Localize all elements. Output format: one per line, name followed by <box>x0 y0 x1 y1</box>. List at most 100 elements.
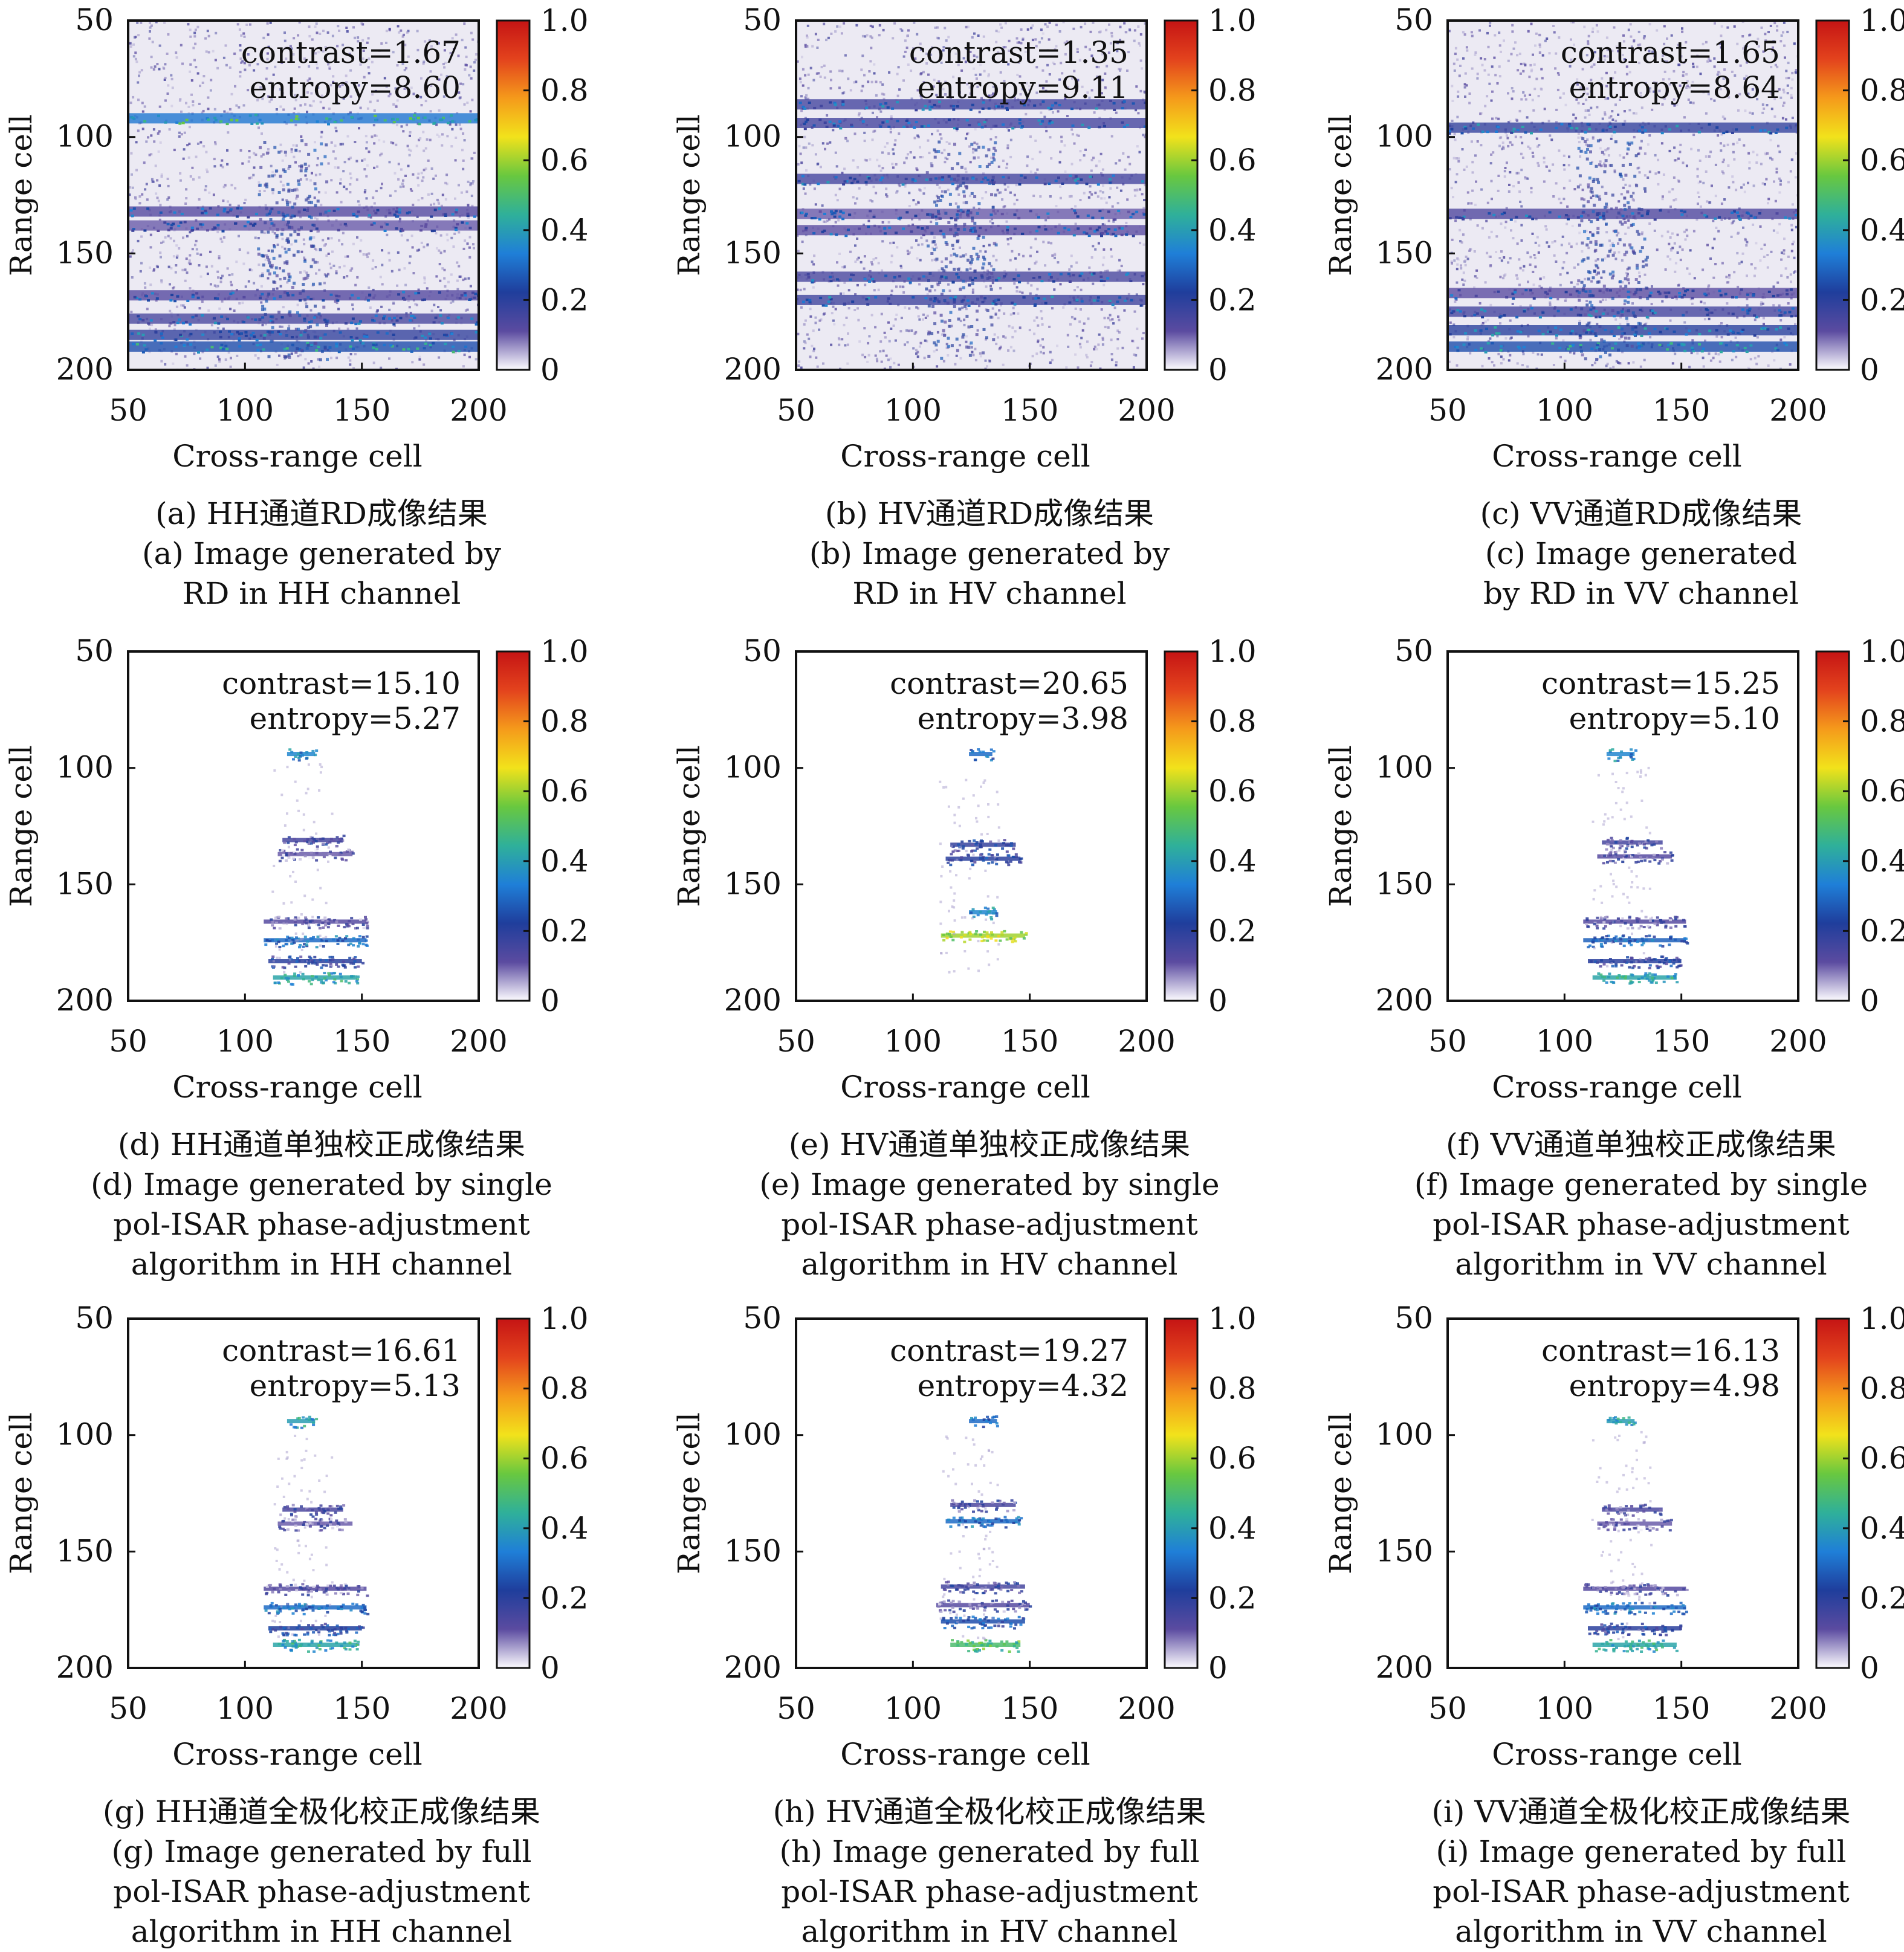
target-pixel <box>963 222 967 226</box>
clutter-pixel <box>1128 28 1131 31</box>
clutter-pixel <box>1075 261 1078 264</box>
band-pixel <box>891 107 895 110</box>
clutter-pixel <box>959 320 962 323</box>
band-pixel <box>374 314 378 317</box>
clutter-pixel <box>342 97 345 100</box>
clutter-pixel <box>1487 340 1490 343</box>
clutter-pixel <box>204 37 207 40</box>
target-pixel <box>965 314 969 318</box>
target-pixel <box>275 201 279 205</box>
target-pixel <box>287 221 290 224</box>
clutter-pixel <box>183 148 186 151</box>
clutter-pixel <box>375 89 377 92</box>
band-pixel <box>1109 181 1112 184</box>
clutter-pixel <box>1717 353 1720 356</box>
band-pixel <box>1142 213 1146 216</box>
clutter-pixel <box>154 328 157 331</box>
band-pixel <box>221 347 225 351</box>
band-pixel <box>843 302 846 305</box>
clutter-pixel <box>1547 245 1550 248</box>
clutter-pixel <box>365 175 368 178</box>
clutter-pixel <box>864 283 867 286</box>
clutter-pixel <box>956 129 959 132</box>
clutter-pixel <box>463 22 466 25</box>
band-pixel <box>886 120 889 123</box>
band-pixel <box>841 103 845 106</box>
clutter-pixel <box>202 145 206 147</box>
clutter-pixel <box>1708 284 1711 287</box>
clutter-pixel <box>1096 76 1099 78</box>
clutter-pixel <box>1020 42 1023 45</box>
band-pixel <box>934 177 937 180</box>
clutter-pixel <box>307 362 310 365</box>
clutter-pixel <box>897 66 900 69</box>
clutter-pixel <box>1133 353 1136 356</box>
clutter-pixel <box>1779 40 1783 43</box>
clutter-pixel <box>858 112 861 115</box>
band-pixel <box>852 274 855 277</box>
clutter-pixel <box>253 282 256 285</box>
clutter-pixel <box>921 156 924 158</box>
band-pixel <box>299 299 302 302</box>
band-pixel <box>380 225 383 228</box>
clutter-pixel <box>189 262 192 265</box>
clutter-pixel <box>836 199 839 202</box>
clutter-pixel <box>1681 30 1684 33</box>
clutter-pixel <box>910 246 913 249</box>
band-pixel <box>432 342 435 344</box>
clutter-pixel <box>473 152 476 154</box>
target-pixel <box>978 165 982 168</box>
clutter-pixel <box>1690 352 1693 355</box>
band-pixel <box>922 275 925 278</box>
clutter-pixel <box>319 33 322 35</box>
clutter-pixel <box>443 268 446 271</box>
clutter-pixel <box>935 246 938 249</box>
clutter-pixel <box>388 259 391 262</box>
clutter-pixel <box>222 186 225 189</box>
clutter-pixel <box>367 37 370 40</box>
target-pixel <box>287 327 291 331</box>
clutter-pixel <box>1077 366 1080 369</box>
clutter-pixel <box>838 338 841 341</box>
clutter-pixel <box>1577 136 1580 139</box>
clutter-pixel <box>406 123 409 126</box>
clutter-pixel <box>1591 364 1594 367</box>
clutter-pixel <box>1118 269 1121 272</box>
band-pixel <box>856 180 860 183</box>
clutter-pixel <box>470 31 473 34</box>
clutter-pixel <box>1583 25 1586 28</box>
clutter-pixel <box>803 135 806 138</box>
clutter-pixel <box>257 126 260 129</box>
clutter-pixel <box>887 152 890 155</box>
band-pixel <box>213 117 217 119</box>
clutter-pixel <box>973 54 976 57</box>
clutter-pixel <box>138 202 141 205</box>
band-pixel <box>1077 227 1080 230</box>
clutter-pixel <box>1636 167 1639 170</box>
band-pixel <box>392 323 396 326</box>
target-pixel <box>287 241 290 244</box>
x-axis-label: Cross-range cell <box>172 439 422 474</box>
clutter-pixel <box>418 248 421 251</box>
clutter-pixel <box>868 70 871 73</box>
clutter-pixel <box>341 243 344 246</box>
clutter-pixel <box>141 102 144 105</box>
clutter-pixel <box>1142 243 1145 246</box>
clutter-pixel <box>1460 241 1463 244</box>
target-pixel <box>296 347 299 351</box>
clutter-pixel <box>869 60 872 63</box>
clutter-pixel <box>1790 280 1792 283</box>
clutter-pixel <box>852 159 855 162</box>
clutter-pixel <box>330 179 333 182</box>
clutter-pixel <box>167 196 170 199</box>
target-pixel <box>939 199 942 202</box>
clutter-pixel <box>296 189 299 192</box>
clutter-pixel <box>169 309 172 312</box>
clutter-pixel <box>354 36 356 39</box>
clutter-pixel <box>873 129 876 132</box>
clutter-pixel <box>1791 203 1794 206</box>
band-pixel <box>186 299 190 302</box>
clutter-pixel <box>184 355 187 358</box>
band-pixel <box>1059 273 1063 276</box>
clutter-pixel <box>227 131 230 134</box>
